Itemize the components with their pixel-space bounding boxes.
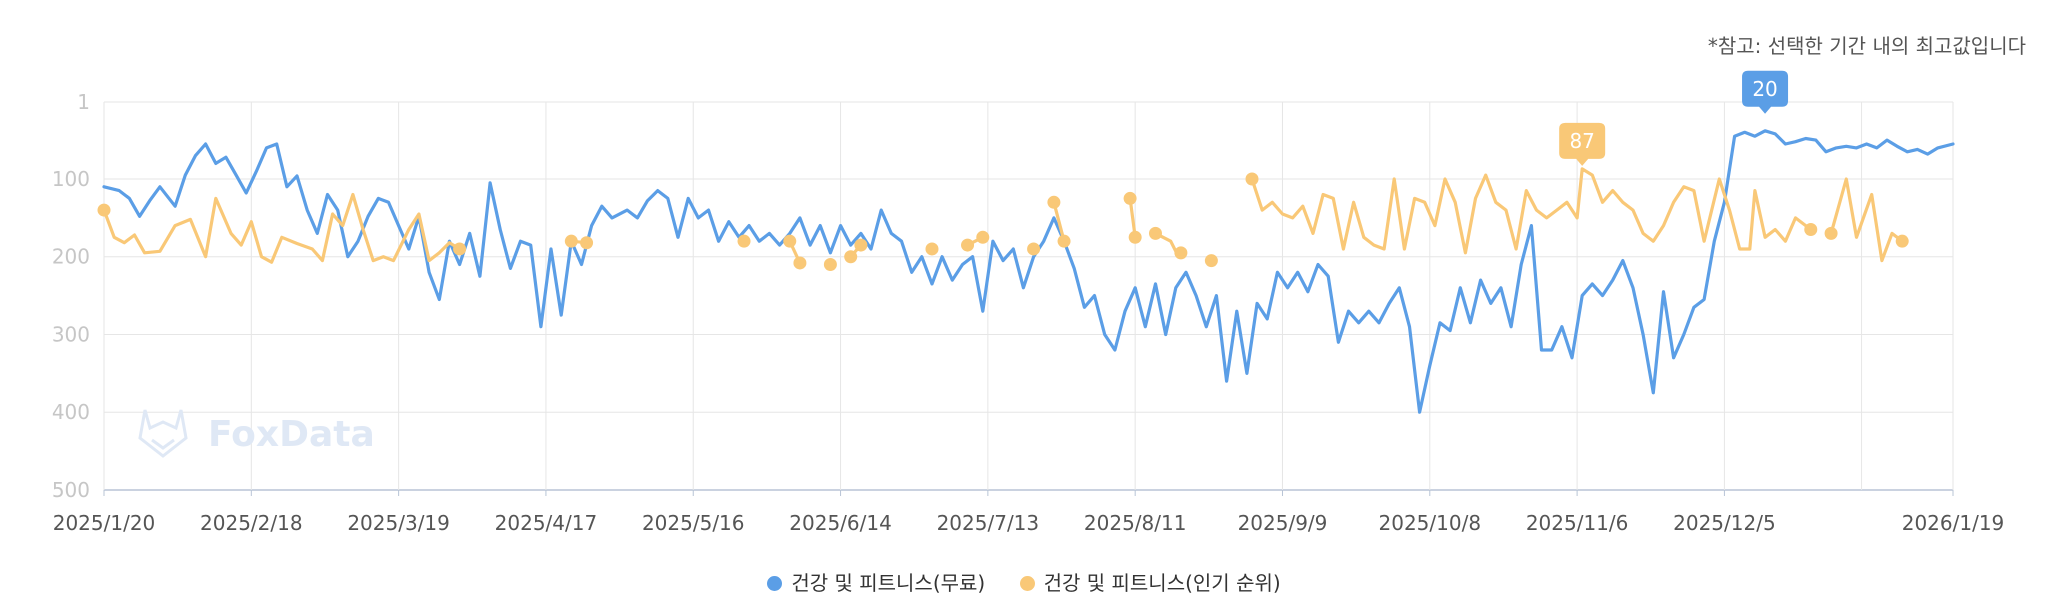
x-tick-label: 2025/11/6	[1526, 511, 1629, 535]
annotation-bubble	[1559, 122, 1606, 166]
series-line-popular	[1128, 196, 1137, 239]
legend-label-free: 건강 및 피트니스(무료)	[791, 571, 986, 595]
annotation-label: 87	[1569, 129, 1594, 153]
legend: 건강 및 피트니스(무료) 건강 및 피트니스(인기 순위)	[0, 567, 2048, 596]
x-tick-label: 2025/8/11	[1084, 511, 1187, 535]
series-line-popular	[1250, 167, 1813, 255]
data-point-popular	[1204, 254, 1218, 268]
data-point-popular	[783, 234, 797, 248]
data-point-popular	[1895, 234, 1909, 248]
x-tick-label: 2025/2/18	[200, 511, 303, 535]
annotation-label: 20	[1752, 77, 1777, 101]
series-layer	[97, 129, 1955, 414]
data-point-popular	[1245, 172, 1259, 186]
data-point-popular	[1174, 246, 1188, 260]
data-point-popular	[1057, 234, 1071, 248]
data-point-popular	[793, 256, 807, 270]
y-tick-label: 1	[77, 90, 90, 114]
data-point-popular	[1824, 226, 1838, 240]
data-point-popular	[737, 234, 751, 248]
data-point-popular	[854, 238, 868, 252]
y-tick-label: 400	[52, 400, 90, 424]
x-tick-label: 2025/4/17	[495, 511, 598, 535]
legend-item-free[interactable]: 건강 및 피트니스(무료)	[767, 567, 985, 596]
grid-lines	[103, 101, 1954, 496]
series-line-popular	[102, 192, 462, 264]
data-point-popular	[580, 236, 594, 250]
annotation-bubble	[1742, 70, 1789, 114]
x-axis-ticks: 2025/1/20 2025/2/18 2025/3/19 2025/4/17 2025…	[53, 511, 2005, 535]
data-point-popular	[823, 258, 837, 272]
data-point-popular	[925, 242, 939, 256]
x-tick-label: 2025/1/20	[53, 511, 156, 535]
legend-item-popular[interactable]: 건강 및 피트니스(인기 순위)	[1019, 567, 1281, 596]
data-point-popular	[1148, 226, 1162, 240]
legend-dot-icon	[1019, 576, 1035, 591]
y-tick-label: 200	[52, 245, 90, 269]
data-point-popular	[453, 242, 467, 256]
y-axis-ticks: 1 100 200 300 400 500	[52, 90, 90, 502]
data-point-popular	[1027, 242, 1041, 256]
data-point-popular	[1804, 223, 1818, 237]
x-tick-label: 2025/7/13	[937, 511, 1040, 535]
x-tick-label: 2025/5/16	[642, 511, 745, 535]
legend-label-popular: 건강 및 피트니스(인기 순위)	[1043, 571, 1281, 595]
legend-dot-icon	[767, 576, 783, 591]
series-line-free	[102, 129, 1955, 414]
annotation-callout: 87	[1559, 122, 1606, 166]
data-point-popular	[97, 203, 111, 217]
data-point-popular	[976, 230, 990, 244]
y-tick-label: 500	[52, 478, 90, 502]
fox-logo-icon	[138, 409, 188, 458]
x-tick-label: 2025/3/19	[347, 511, 450, 535]
series-line-popular	[1052, 200, 1066, 243]
series-line-popular	[1829, 177, 1904, 263]
annotation-callout: 20	[1742, 70, 1789, 114]
data-point-popular	[1123, 191, 1137, 205]
data-point-popular	[961, 238, 975, 252]
y-tick-label: 100	[52, 167, 90, 191]
data-point-popular	[1128, 230, 1142, 244]
x-tick-label: 2025/6/14	[789, 511, 892, 535]
chart-note: *참고: 선택한 기간 내의 최고값입니다	[1707, 34, 2026, 58]
x-tick-label: 2025/12/5	[1673, 511, 1776, 535]
data-point-popular	[844, 250, 858, 264]
x-tick-label: 2026/1/19	[1902, 511, 2005, 535]
data-point-popular	[1047, 195, 1061, 209]
y-tick-label: 300	[52, 322, 90, 346]
x-tick-label: 2025/10/8	[1379, 511, 1482, 535]
x-tick-label: 2025/9/9	[1238, 511, 1328, 535]
data-point-popular	[564, 234, 578, 248]
watermark-text: FoxData	[208, 414, 375, 455]
watermark: FoxData	[138, 409, 375, 458]
